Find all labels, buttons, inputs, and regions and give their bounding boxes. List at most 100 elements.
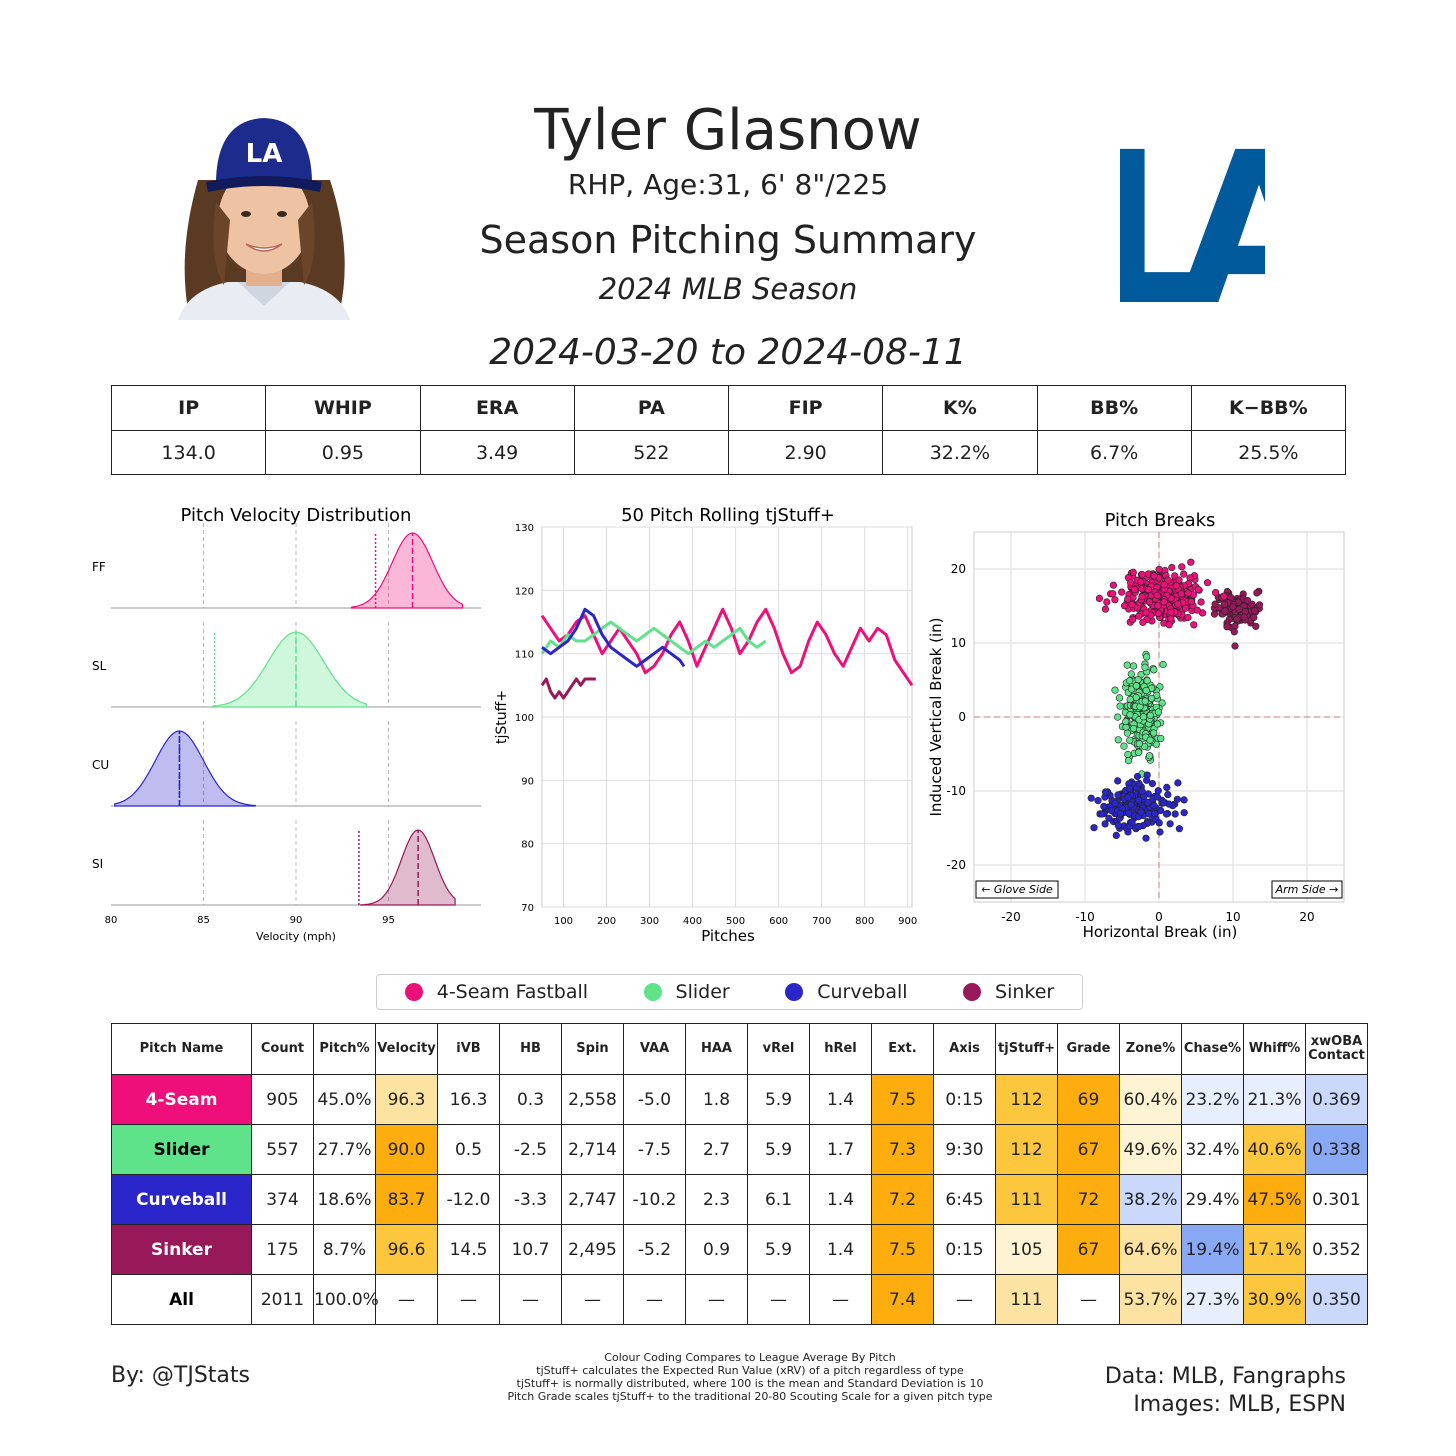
column-header: Zone%	[1119, 1023, 1182, 1075]
table-cell: 0.350	[1305, 1274, 1368, 1325]
scatter-point	[1187, 558, 1195, 566]
scatter-point	[1114, 791, 1122, 799]
table-cell: -10.2	[623, 1174, 686, 1225]
scatter-point	[1141, 663, 1149, 671]
stat-value: 32.2%	[882, 430, 1038, 475]
footnote-line: tjStuff+ calculates the Expected Run Val…	[536, 1364, 964, 1377]
table-cell: 67	[1057, 1224, 1120, 1275]
scatter-point	[1233, 615, 1241, 623]
table-cell: -5.0	[623, 1074, 686, 1125]
table-cell: 96.3	[375, 1074, 438, 1125]
table-cell: 2,714	[561, 1124, 624, 1175]
scatter-point	[1221, 607, 1229, 615]
pitch-name-cell: 4-Seam	[111, 1074, 252, 1125]
scatter-point	[1164, 791, 1172, 799]
table-cell: 8.7%	[313, 1224, 376, 1275]
table-cell: 0.369	[1305, 1074, 1368, 1125]
scatter-point	[1139, 618, 1147, 626]
pitch-breaks-chart: Pitch Breaks -20 -10 0 10 20 -20 -10 0 10 20 Horizo…	[927, 510, 1345, 941]
scatter-point	[1124, 757, 1133, 765]
chart-title: Pitch Velocity Distribution	[181, 505, 412, 526]
scatter-point	[1211, 600, 1219, 608]
table-cell: 1.4	[809, 1074, 872, 1125]
table-cell: 0.3	[499, 1074, 562, 1125]
table-cell: —	[933, 1274, 996, 1325]
table-cell: 64.6%	[1119, 1224, 1182, 1275]
column-header: vRel	[747, 1023, 810, 1075]
table-cell: 112	[995, 1124, 1058, 1175]
table-cell: 1.4	[809, 1224, 872, 1275]
row-label: SL	[92, 659, 107, 673]
stat-header: PA	[573, 385, 730, 431]
table-cell: 0.301	[1305, 1174, 1368, 1225]
row-label: FF	[92, 560, 106, 574]
summary-title: Season Pitching Summary	[479, 218, 977, 262]
scatter-point	[1138, 787, 1146, 795]
table-cell: 5.9	[747, 1074, 810, 1125]
stat-value: 522	[573, 430, 730, 475]
season-stats-header-row: IP WHIP ERA PA FIP K% BB% K−BB%	[110, 385, 1347, 431]
table-cell: 53.7%	[1119, 1274, 1182, 1325]
scatter-point	[1157, 734, 1165, 743]
stat-header: ERA	[419, 385, 575, 431]
scatter-point	[1111, 686, 1119, 694]
table-cell: 2.3	[685, 1174, 748, 1225]
scatter-point	[1174, 779, 1182, 787]
column-header: Spin	[561, 1023, 624, 1075]
row-label: CU	[92, 758, 109, 772]
table-cell: 105	[995, 1224, 1058, 1275]
scatter-point	[1153, 720, 1161, 728]
arm-side-box	[1271, 880, 1343, 899]
series-line-CU	[541, 607, 686, 668]
table-cell: —	[1057, 1274, 1120, 1325]
table-cell: 111	[995, 1274, 1058, 1325]
pitch-arsenal-table: Pitch Name Count Pitch% Velocity iVB HB Spin VA…	[111, 1023, 1368, 1325]
table-cell: 23.2%	[1181, 1074, 1244, 1125]
table-cell: 32.4%	[1181, 1124, 1244, 1175]
table-cell: —	[685, 1274, 748, 1325]
table-cell: 6.1	[747, 1174, 810, 1225]
table-cell: 557	[251, 1124, 314, 1175]
scatter-point	[1128, 600, 1136, 609]
pitch-name-cell: Sinker	[111, 1224, 252, 1275]
table-cell: 0.352	[1305, 1224, 1368, 1275]
scatter-point	[1126, 711, 1134, 719]
footnote-line: Colour Coding Compares to League Average…	[604, 1351, 896, 1364]
scatter-point	[1095, 594, 1103, 602]
scatter-point	[1129, 568, 1137, 576]
table-cell: 2,495	[561, 1224, 624, 1275]
table-cell: —	[437, 1274, 500, 1325]
legend-label: 4-Seam Fastball	[436, 981, 589, 1003]
legend-item: Slider	[643, 981, 730, 1003]
table-cell: 0:15	[933, 1224, 996, 1275]
chart-title: Pitch Breaks	[1105, 510, 1216, 531]
x-tick-label: 600	[769, 916, 788, 927]
density-SI	[359, 829, 456, 906]
scatter-point	[1184, 589, 1192, 597]
x-tick-label: 200	[597, 916, 616, 927]
scatter-point	[1160, 581, 1168, 589]
glove-side-box	[975, 880, 1059, 899]
column-header: iVB	[437, 1023, 500, 1075]
scatter-point	[1155, 565, 1163, 573]
scatter-point	[1156, 828, 1164, 836]
scatter-point	[1154, 602, 1162, 610]
table-cell: 67	[1057, 1124, 1120, 1175]
scatter-point	[1153, 793, 1162, 801]
legend-marker	[963, 983, 982, 1001]
table-cell: 9:30	[933, 1124, 996, 1175]
table-cell: 7.3	[871, 1124, 934, 1175]
scatter-point	[1197, 598, 1205, 606]
scatter-point	[1105, 814, 1113, 822]
scatter-point	[1127, 579, 1135, 587]
scatter-point	[1094, 797, 1102, 805]
x-tick-label: 90	[290, 915, 303, 926]
chart-title: 50 Pitch Rolling tjStuff+	[621, 505, 835, 526]
column-header: Count	[251, 1023, 314, 1075]
legend-marker	[404, 983, 423, 1001]
scatter-point	[1162, 810, 1171, 818]
table-cell: 0.338	[1305, 1124, 1368, 1175]
scatter-point	[1114, 713, 1122, 721]
scatter-point	[1171, 572, 1179, 580]
scatter-point	[1139, 713, 1148, 721]
